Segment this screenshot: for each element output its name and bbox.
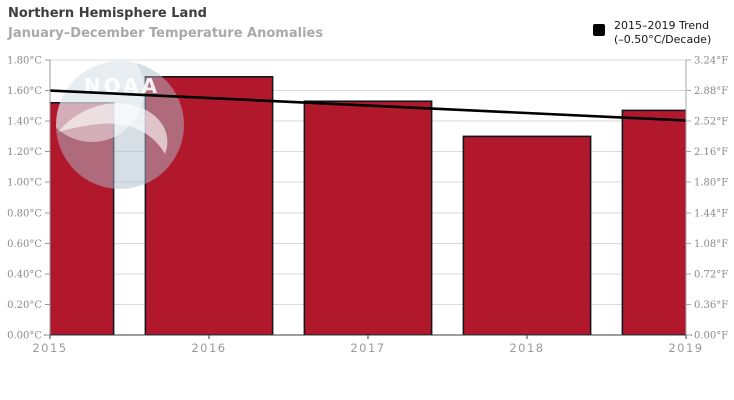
bar-2017[interactable] xyxy=(303,100,433,335)
legend-marker-square xyxy=(593,24,605,36)
gull-icon xyxy=(58,103,168,154)
y-tick-label-right: 0.36°F xyxy=(694,300,728,311)
x-tick-label: 2015 xyxy=(32,341,67,355)
y-tick-label-right: 0.00°F xyxy=(694,331,728,342)
legend[interactable]: 2015–2019 Trend (–0.50°C/Decade) xyxy=(593,19,711,46)
y-tick-label-left: 0.00°C xyxy=(7,331,42,342)
x-tick-label: 2016 xyxy=(191,341,226,355)
y-tick-label-right: 3.24°F xyxy=(694,56,728,67)
x-tick-label: 2018 xyxy=(509,341,544,355)
y-tick-label-right: 1.08°F xyxy=(694,239,728,250)
y-tick-label-right: 0.72°F xyxy=(694,269,728,280)
legend-label-line2: (–0.50°C/Decade) xyxy=(614,32,712,46)
y-tick-label-left: 1.60°C xyxy=(7,86,42,97)
y-tick-label-right: 2.88°F xyxy=(694,86,728,97)
y-tick-label-right: 1.80°F xyxy=(694,178,728,189)
y-tick-label-right: 2.16°F xyxy=(694,147,728,158)
trend-line xyxy=(49,89,687,122)
y-tick-label-left: 0.40°C xyxy=(7,269,42,280)
legend-label-line1: 2015–2019 Trend xyxy=(614,19,710,32)
y-tick-label-left: 1.80°C xyxy=(7,56,42,67)
x-tick-label: 2019 xyxy=(668,341,703,355)
y-tick-label-right: 2.52°F xyxy=(694,117,728,128)
y-tick-label-left: 1.40°C xyxy=(7,117,42,128)
x-tick-label: 2017 xyxy=(350,341,385,355)
y-tick-label-left: 0.80°C xyxy=(7,208,42,219)
legend-label: 2015–2019 Trend (–0.50°C/Decade) xyxy=(614,19,711,46)
chart-title: Northern Hemisphere Land xyxy=(8,6,207,21)
y-tick-label-left: 0.20°C xyxy=(7,300,42,311)
y-tick-label-left: 1.00°C xyxy=(7,178,42,189)
chart-subtitle: January–December Temperature Anomalies xyxy=(8,26,324,41)
y-tick-label-right: 1.44°F xyxy=(694,208,728,219)
y-tick-label-left: 0.60°C xyxy=(7,239,42,250)
y-tick-label-left: 1.20°C xyxy=(7,147,42,158)
bar-2019[interactable] xyxy=(621,109,734,335)
bar-2018[interactable] xyxy=(462,135,592,335)
